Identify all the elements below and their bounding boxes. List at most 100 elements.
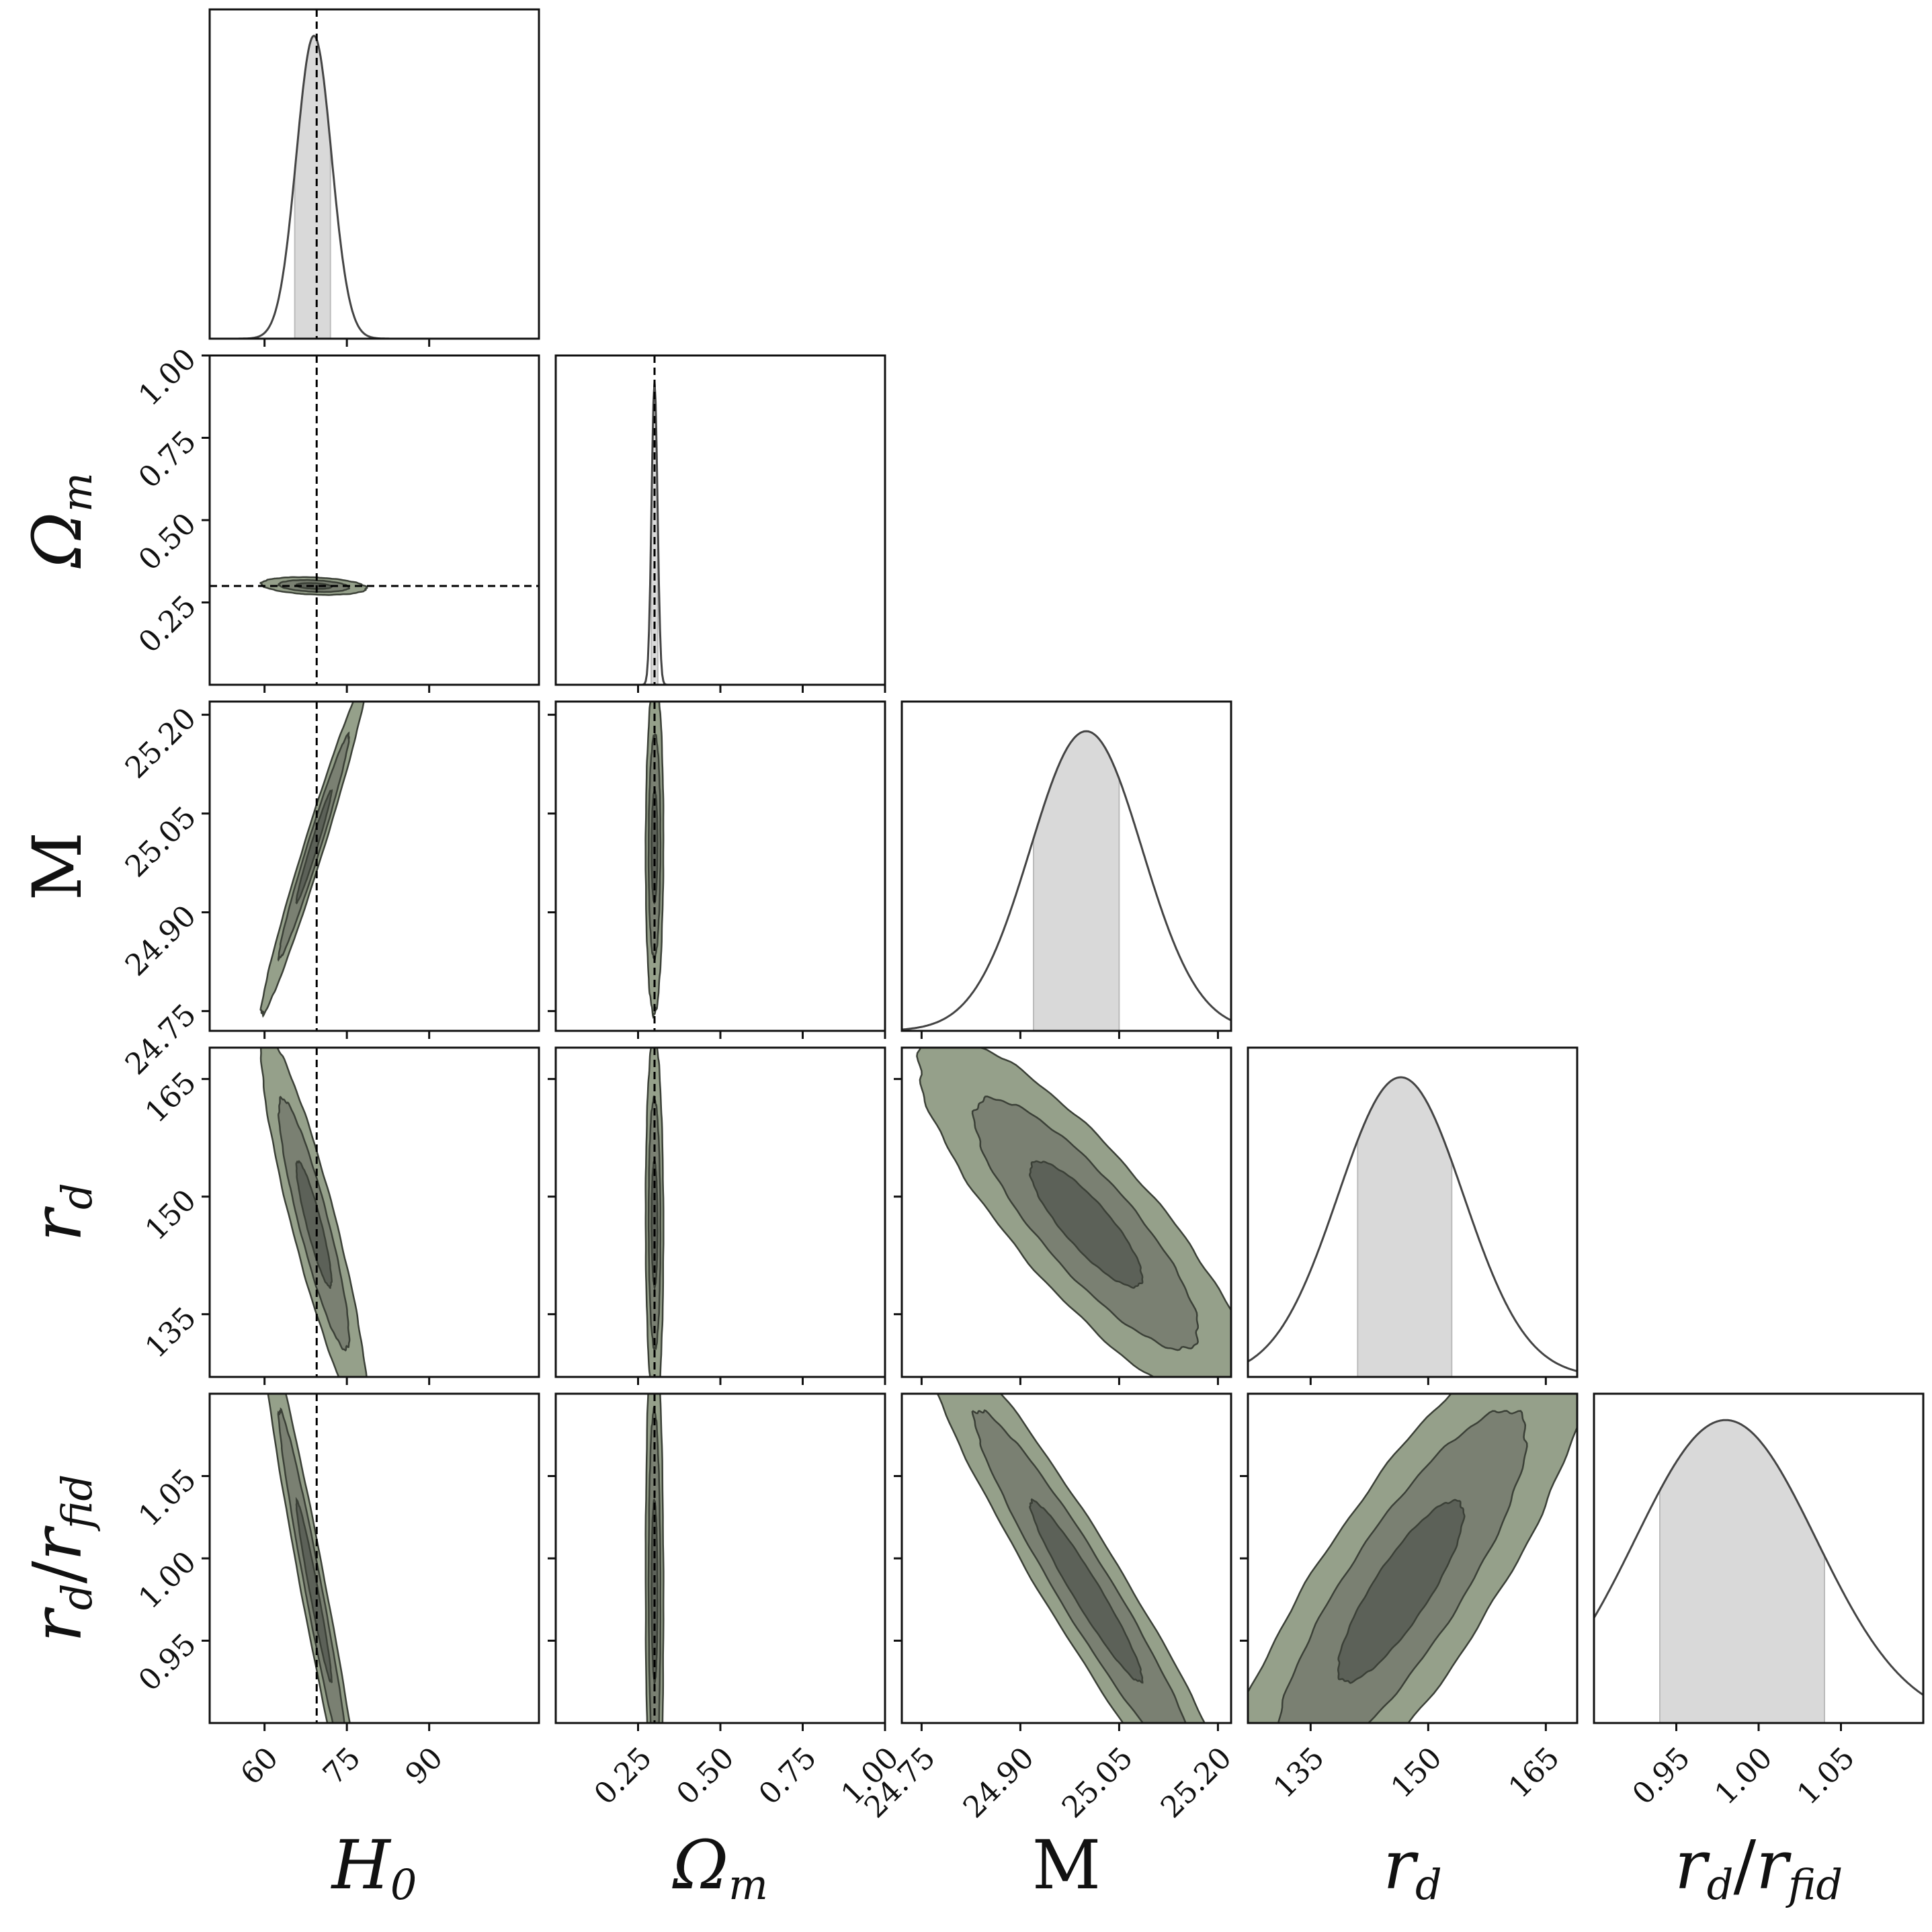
panel-frame — [1247, 1046, 1579, 1378]
x-tick-label-rdrf: 0.95 — [1626, 1740, 1697, 1811]
marginal-curve-Om — [556, 382, 885, 685]
marginal-interval-M — [1033, 730, 1120, 1031]
panel-frame — [554, 1046, 886, 1378]
contour-1sigma — [1029, 1160, 1144, 1289]
x-tick-label-Om: 0.25 — [588, 1740, 659, 1811]
axis-label-symbol: H — [331, 1826, 392, 1904]
x-tick-label-rd: 150 — [1384, 1740, 1448, 1804]
axis-label-symbol: r — [18, 1206, 97, 1242]
panel-frame — [554, 700, 886, 1032]
x-axis-label-rd: rd — [1383, 1826, 1442, 1909]
axis-label-slash: / — [1733, 1826, 1756, 1904]
x-tick-label-M: 24.90 — [957, 1740, 1041, 1824]
panel-frame — [208, 354, 540, 686]
marginal-Om — [556, 355, 885, 685]
contour-panel-H0-Om — [210, 355, 539, 685]
marginal-rd — [1248, 1076, 1577, 1377]
axis-label-symbol: M — [18, 832, 97, 900]
y-axis-label-Om: Ωm — [18, 472, 101, 569]
axis-label-subscript: d — [1707, 1860, 1734, 1909]
x-tick-label-Om: 0.50 — [670, 1740, 741, 1811]
axis-label-subscript: m — [728, 1860, 768, 1909]
x-tick-label-H0: 60 — [234, 1740, 285, 1792]
contour-1sigma — [295, 789, 333, 905]
x-tick-label-rdrf: 1.00 — [1708, 1740, 1779, 1811]
marginal-curve-rdrf — [1594, 1419, 1923, 1696]
axis-label-symbol-2: r — [1756, 1826, 1792, 1904]
axis-label-subscript: m — [52, 472, 101, 512]
y-tick-label-Om: 0.50 — [132, 507, 203, 577]
x-axis-label-Om: Ωm — [672, 1826, 768, 1909]
x-tick-label-M: 25.05 — [1056, 1740, 1140, 1824]
marginal-curve-M — [902, 730, 1231, 1031]
contour-panel-M-rd — [916, 1048, 1231, 1377]
panel-frame — [554, 1392, 886, 1724]
panel-frame — [900, 1046, 1232, 1378]
y-tick-label-M: 25.05 — [119, 800, 203, 884]
x-tick-label-M: 25.20 — [1154, 1740, 1238, 1824]
marginal-interval-H0 — [294, 35, 331, 339]
panel-frame — [208, 700, 540, 1032]
panel-frame — [554, 354, 886, 686]
contour-panel-Om-rdrf — [644, 1394, 665, 1723]
axis-label-symbol: r — [1383, 1826, 1419, 1904]
axis-label-subscript: d — [52, 1584, 101, 1611]
y-tick-label-Om: 0.75 — [132, 424, 203, 495]
y-tick-label-M: 24.90 — [119, 898, 203, 982]
axis-label-symbol: Ω — [672, 1826, 728, 1904]
marginal-M — [902, 730, 1231, 1031]
axis-label-symbol: r — [1675, 1826, 1710, 1904]
axis-label-subscript-2: fid — [1786, 1860, 1843, 1909]
panel-frame — [208, 8, 540, 340]
x-tick-label-rdrf: 1.05 — [1791, 1740, 1861, 1811]
x-axis-label-rdrf: rd/rfid — [1675, 1826, 1843, 1909]
marginal-interval-rdrf — [1659, 1419, 1825, 1723]
contour-panel-Om-M — [644, 702, 665, 1031]
axis-label-symbol: r — [18, 1607, 97, 1642]
y-tick-label-rd: 135 — [138, 1301, 202, 1365]
axis-label-subscript-2: fid — [52, 1474, 101, 1531]
axis-label-subscript: d — [1415, 1860, 1442, 1909]
contour-panel-rd-rdrf — [1248, 1394, 1577, 1723]
x-tick-label-H0: 90 — [398, 1740, 450, 1792]
contour-1sigma — [295, 1497, 333, 1683]
y-tick-label-rdrf: 0.95 — [132, 1627, 203, 1697]
y-axis-label-rdrf: rd/rfid — [18, 1474, 101, 1642]
contour-panel-H0-rdrf — [267, 1394, 351, 1723]
contour-panel-H0-rd — [259, 1048, 368, 1377]
x-tick-label-H0: 75 — [317, 1740, 368, 1792]
contour-1sigma — [1029, 1498, 1144, 1684]
marginal-curve-H0 — [210, 34, 539, 339]
y-tick-label-M: 24.75 — [119, 997, 203, 1081]
x-axis-label-H0: H0 — [331, 1826, 417, 1909]
y-tick-label-rdrf: 1.00 — [132, 1545, 203, 1615]
x-tick-label-rd: 165 — [1502, 1740, 1566, 1804]
marginal-curve-rd — [1248, 1076, 1577, 1372]
contour-panel-Om-rd — [644, 1048, 665, 1377]
y-axis-label-rd: rd — [18, 1183, 101, 1242]
axis-label-slash: / — [18, 1561, 97, 1584]
marginal-rdrf — [1594, 1419, 1923, 1723]
contour-panel-M-rdrf — [936, 1394, 1206, 1723]
y-tick-label-Om: 1.00 — [132, 342, 203, 413]
panel-frame — [900, 700, 1232, 1032]
axis-label-subscript: 0 — [390, 1860, 417, 1909]
contour-panel-H0-M — [259, 702, 365, 1031]
x-tick-label-rd: 135 — [1267, 1740, 1331, 1804]
panel-frame — [208, 1392, 540, 1724]
y-tick-label-rdrf: 1.05 — [132, 1462, 203, 1533]
marginal-H0 — [210, 9, 539, 339]
y-tick-label-M: 25.20 — [119, 701, 203, 785]
y-tick-label-Om: 0.25 — [132, 589, 203, 659]
panel-frame — [208, 1046, 540, 1378]
x-axis-label-M: M — [1032, 1826, 1101, 1904]
contour-1sigma — [1337, 1499, 1466, 1684]
x-tick-label-Om: 0.75 — [753, 1740, 823, 1811]
axis-label-symbol: Ω — [18, 512, 97, 569]
y-axis-label-M: M — [18, 832, 97, 900]
axis-label-symbol: M — [1032, 1826, 1101, 1904]
axis-label-subscript: d — [52, 1183, 101, 1210]
y-tick-label-rd: 150 — [138, 1183, 202, 1247]
axis-label-symbol-2: r — [18, 1525, 97, 1561]
